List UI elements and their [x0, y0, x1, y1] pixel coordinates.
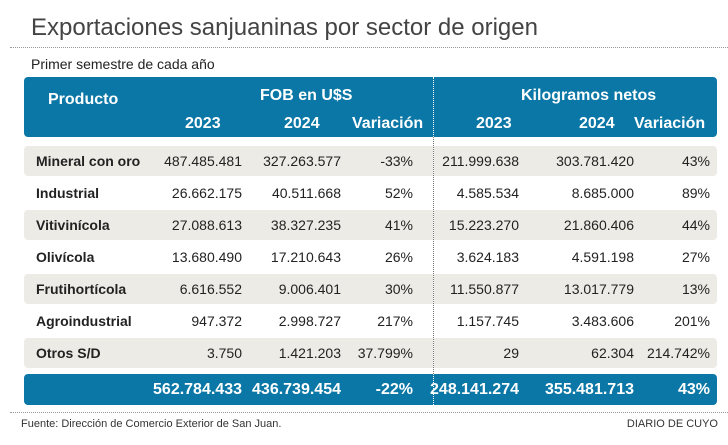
total-fob-var: -22%	[375, 381, 413, 398]
cell-fobvar: -33%	[380, 153, 413, 169]
cell-kg2024: 303.781.420	[556, 153, 634, 169]
table-row: Vitivinícola 27.088.613 38.327.235 41% 15.22…	[24, 210, 717, 240]
cell-kg2023: 15.223.270	[448, 217, 519, 233]
total-fob-2024: 436.739.454	[252, 381, 341, 398]
cell-fobvar: 26%	[384, 249, 413, 265]
cell-kg2023: 4.585.534	[456, 185, 519, 201]
cell-kgvar: 13%	[681, 281, 710, 297]
cell-kg2023: 11.550.877	[449, 281, 519, 297]
source-note: Fuente: Dirección de Comercio Exterior d…	[21, 418, 282, 430]
cell-kg2024: 62.304	[591, 345, 634, 361]
cell-kg2023: 29	[503, 345, 519, 361]
cell-kgvar: 27%	[681, 249, 710, 265]
cell-kg2023: 211.999.638	[442, 153, 519, 169]
cell-fobvar: 37.799%	[357, 345, 413, 361]
cell-fob2023: 27.088.613	[171, 217, 242, 233]
header-fob: FOB en U$S	[260, 87, 353, 104]
total-fob-2023: 562.784.433	[153, 381, 242, 398]
cell-fob2024: 38.327.235	[270, 217, 341, 233]
total-kg-2024: 355.481.713	[545, 381, 634, 398]
header-fob-var: Variación	[352, 115, 424, 132]
cell-kgvar: 44%	[681, 217, 710, 233]
cell-kgvar: 89%	[681, 185, 710, 201]
cell-fob2023: 487.485.481	[164, 153, 242, 169]
cell-kg2023: 1.157.745	[456, 313, 519, 329]
cell-product: Vitivinícola	[36, 217, 110, 233]
cell-fob2023: 3.750	[206, 345, 242, 361]
cell-fob2024: 1.421.203	[278, 345, 341, 361]
cell-fob2024: 17.210.643	[270, 249, 341, 265]
cell-kg2024: 4.591.198	[571, 249, 634, 265]
divider	[10, 412, 728, 413]
cell-fob2024: 40.511.668	[271, 185, 341, 201]
cell-fob2023: 6.616.552	[179, 281, 242, 297]
cell-product: Industrial	[36, 185, 100, 201]
cell-fob2023: 13.680.490	[171, 249, 242, 265]
cell-fob2023: 26.662.175	[171, 185, 242, 201]
total-row: 562.784.433 436.739.454 -22% 248.141.274…	[24, 374, 717, 405]
total-kg-2023: 248.141.274	[430, 381, 519, 398]
header-kg: Kilogramos netos	[521, 87, 657, 104]
cell-kgvar: 201%	[674, 313, 710, 329]
total-kg-var: 43%	[677, 381, 710, 398]
table-row: Frutihortícola 6.616.552 9.006.401 30% 11.55…	[24, 274, 717, 304]
cell-product: Otros S/D	[36, 345, 101, 361]
cell-fobvar: 217%	[377, 313, 413, 329]
cell-kg2024: 3.483.606	[571, 313, 634, 329]
cell-kg2024: 8.685.000	[571, 185, 634, 201]
brand: DIARIO DE CUYO	[626, 418, 718, 430]
cell-kgvar: 43%	[681, 153, 710, 169]
table-row: Mineral con oro 487.485.481 327.263.577 -33…	[24, 146, 717, 176]
cell-product: Olivícola	[36, 249, 95, 265]
cell-fob2023: 947.372	[191, 313, 242, 329]
table-row: Industrial 26.662.175 40.511.668 52% 4.585.5…	[24, 178, 717, 208]
table-row: Otros S/D 3.750 1.421.203 37.799% 29 62.304 21…	[24, 338, 717, 368]
cell-product: Agroindustrial	[36, 313, 132, 329]
cell-fob2024: 9.006.401	[278, 281, 341, 297]
column-divider	[433, 137, 434, 374]
cell-fobvar: 30%	[384, 281, 413, 297]
cell-kg2024: 13.017.779	[563, 281, 634, 297]
cell-fobvar: 41%	[384, 217, 413, 233]
divider	[10, 47, 728, 48]
page-title: Exportaciones sanjuaninas por sector de …	[31, 14, 538, 41]
header-fob-2024: 2024	[284, 115, 320, 132]
table-header: Producto FOB en U$S Kilogramos netos 202…	[24, 77, 717, 137]
cell-fob2024: 2.998.727	[278, 313, 341, 329]
table-row: Agroindustrial 947.372 2.998.727 217% 1.157.…	[24, 306, 717, 336]
cell-kg2023: 3.624.183	[456, 249, 519, 265]
table-row: Olivícola 13.680.490 17.210.643 26% 3.624.18…	[24, 242, 717, 272]
subtitle: Primer semestre de cada año	[31, 56, 215, 72]
header-product: Producto	[48, 91, 119, 108]
cell-kg2024: 21.860.406	[563, 217, 634, 233]
cell-product: Frutihortícola	[36, 281, 127, 297]
cell-product: Mineral con oro	[36, 153, 141, 169]
header-kg-2023: 2023	[476, 115, 512, 132]
header-kg-2024: 2024	[579, 115, 615, 132]
header-kg-var: Variación	[634, 115, 706, 132]
cell-fobvar: 52%	[384, 185, 413, 201]
header-fob-2023: 2023	[185, 115, 221, 132]
cell-kgvar: 214.742%	[646, 345, 710, 361]
cell-fob2024: 327.263.577	[263, 153, 341, 169]
